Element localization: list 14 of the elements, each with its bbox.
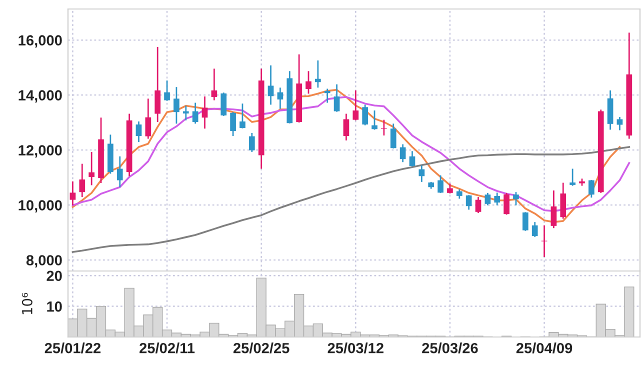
y-tick-label: 16,000 (18, 35, 62, 48)
x-tick-label: 25/02/11 (140, 342, 195, 354)
x-tick-label: 25/04/09 (516, 342, 572, 354)
y-tick-label: 12,000 (18, 145, 62, 158)
x-tick-label: 25/03/12 (328, 342, 384, 354)
y-tick-label: 10,000 (18, 200, 62, 213)
y-tick-label: 8,000 (26, 255, 62, 268)
y-tick-label: 14,000 (18, 90, 62, 103)
y-tick-label: 10 (47, 301, 62, 312)
x-tick-label: 25/01/22 (44, 342, 101, 354)
y-axis-title: 10⁶ (22, 292, 32, 314)
x-tick-label: 25/02/25 (233, 342, 290, 354)
y-tick-label: 20 (46, 270, 62, 282)
x-tick-label: 25/03/26 (422, 342, 478, 354)
